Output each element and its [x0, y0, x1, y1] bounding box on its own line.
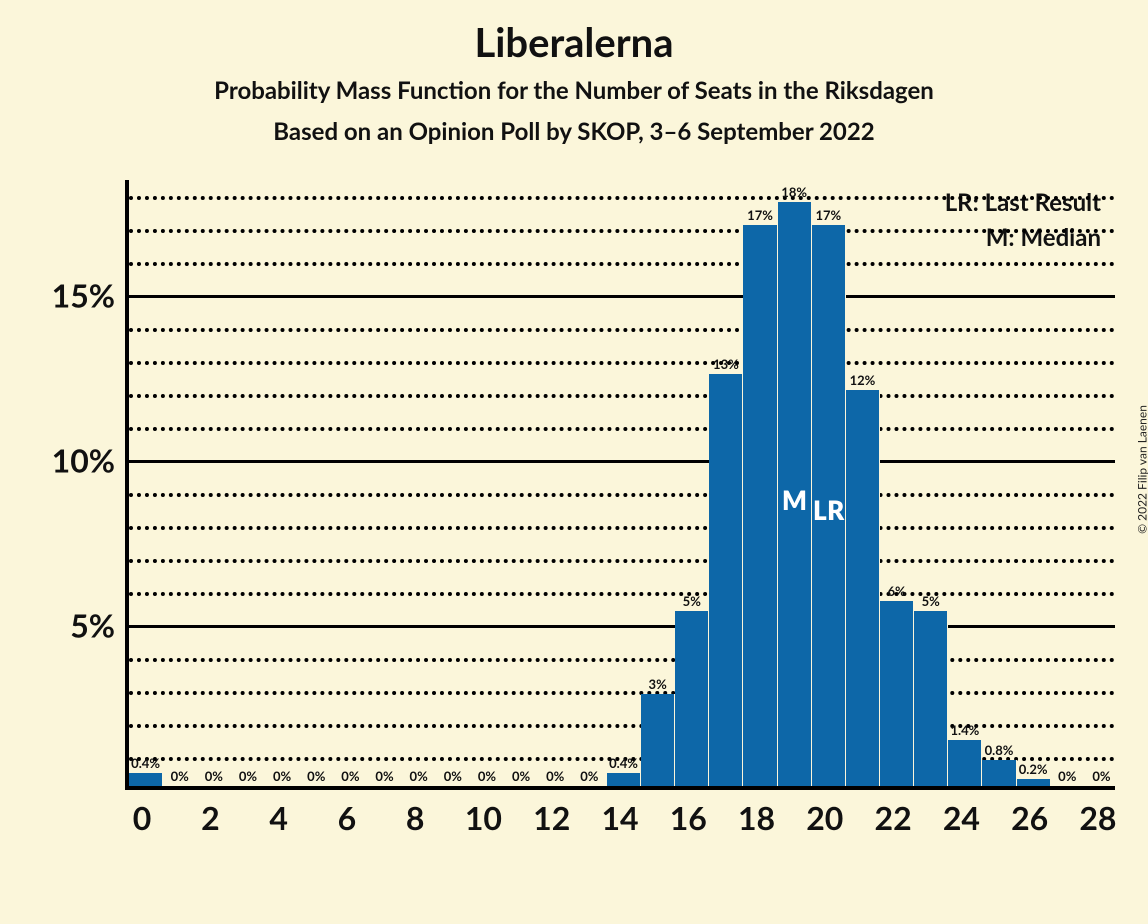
bar-value-label: 5% [922, 593, 940, 609]
bar: 0.4% [607, 773, 641, 786]
bar-value-label: 0% [375, 768, 393, 784]
x-tick-label: 24 [943, 798, 980, 837]
bar-value-label: 0.8% [985, 742, 1014, 758]
x-tick-label: 20 [806, 798, 843, 837]
copyright-text: © 2022 Filip van Laenen [1135, 405, 1148, 534]
grid-major [129, 625, 1115, 628]
bar-value-label: 0% [478, 768, 496, 784]
bar-value-label: 0% [341, 768, 359, 784]
chart-area: LR: Last Result M: Median 5%10%15%0.4%0%… [125, 180, 1115, 840]
bar: 5% [675, 611, 709, 786]
bar: 0.2% [1017, 779, 1051, 786]
y-tick-label: 15% [52, 276, 115, 315]
chart-subtitle-2: Based on an Opinion Poll by SKOP, 3–6 Se… [0, 117, 1148, 146]
bar: 3% [641, 694, 675, 786]
chart-subtitle-1: Probability Mass Function for the Number… [0, 76, 1148, 105]
x-tick-label: 10 [465, 798, 502, 837]
legend-m: M: Median [945, 223, 1101, 252]
x-tick-label: 22 [875, 798, 912, 837]
bar-value-label: 17% [747, 207, 773, 223]
bar-value-label: 0% [307, 768, 325, 784]
title-block: Liberalerna Probability Mass Function fo… [0, 0, 1148, 146]
bar-value-label: 0% [1092, 768, 1110, 784]
plot-area: LR: Last Result M: Median 5%10%15%0.4%0%… [125, 180, 1115, 790]
grid-minor [129, 658, 1115, 662]
bar-value-label: 0% [1058, 768, 1076, 784]
grid-major [129, 295, 1115, 298]
bar-value-label: 0% [171, 768, 189, 784]
x-tick-label: 16 [670, 798, 707, 837]
y-tick-label: 5% [70, 606, 115, 645]
x-tick-label: 28 [1079, 798, 1116, 837]
x-tick-label: 8 [406, 798, 425, 837]
grid-minor [129, 493, 1115, 497]
bar-value-label: 17% [815, 207, 841, 223]
bar-value-label: 0% [239, 768, 257, 784]
x-tick-label: 6 [338, 798, 357, 837]
grid-minor [129, 691, 1115, 695]
bar: 0.8% [982, 760, 1016, 786]
bar-value-label: 0.4% [609, 755, 638, 771]
grid-minor [129, 394, 1115, 398]
legend-lr: LR: Last Result [945, 188, 1101, 217]
bar: 5% [914, 611, 948, 786]
bar-value-label: 3% [649, 676, 667, 692]
bar-value-label: 0% [205, 768, 223, 784]
grid-minor [129, 559, 1115, 563]
bar-value-label: 18% [781, 184, 807, 200]
grid-minor [129, 262, 1115, 266]
bar: 13% [709, 374, 743, 786]
x-tick-label: 18 [738, 798, 775, 837]
grid-major [129, 460, 1115, 463]
bar: 6% [880, 601, 914, 786]
x-tick-label: 0 [133, 798, 152, 837]
bar: 12% [846, 390, 880, 786]
x-tick-label: 12 [533, 798, 570, 837]
bar: 17% [743, 225, 777, 786]
annotation-lr: LR [813, 494, 845, 526]
bar: 0.4% [129, 773, 163, 786]
bar-value-label: 0.2% [1019, 761, 1048, 777]
x-tick-label: 2 [201, 798, 220, 837]
annotation-m: M [782, 484, 807, 516]
bar-value-label: 0% [273, 768, 291, 784]
bar-value-label: 0% [580, 768, 598, 784]
y-tick-label: 10% [52, 441, 115, 480]
grid-minor [129, 196, 1115, 200]
x-tick-label: 26 [1011, 798, 1048, 837]
x-tick-label: 4 [269, 798, 288, 837]
grid-minor [129, 361, 1115, 365]
grid-minor [129, 427, 1115, 431]
bar-value-label: 1.4% [950, 722, 979, 738]
x-tick-label: 14 [601, 798, 638, 837]
bar-value-label: 12% [850, 372, 876, 388]
bar-value-label: 0% [444, 768, 462, 784]
bar-value-label: 6% [887, 583, 905, 599]
grid-minor [129, 229, 1115, 233]
bar-value-label: 0% [410, 768, 428, 784]
bar-value-label: 0.4% [131, 755, 160, 771]
bar-value-label: 13% [713, 356, 739, 372]
bar-value-label: 0% [512, 768, 530, 784]
grid-minor [129, 592, 1115, 596]
bar-value-label: 5% [683, 593, 701, 609]
grid-minor [129, 328, 1115, 332]
grid-minor [129, 526, 1115, 530]
bar-value-label: 0% [546, 768, 564, 784]
bar: 1.4% [948, 740, 982, 786]
chart-title: Liberalerna [0, 18, 1148, 66]
